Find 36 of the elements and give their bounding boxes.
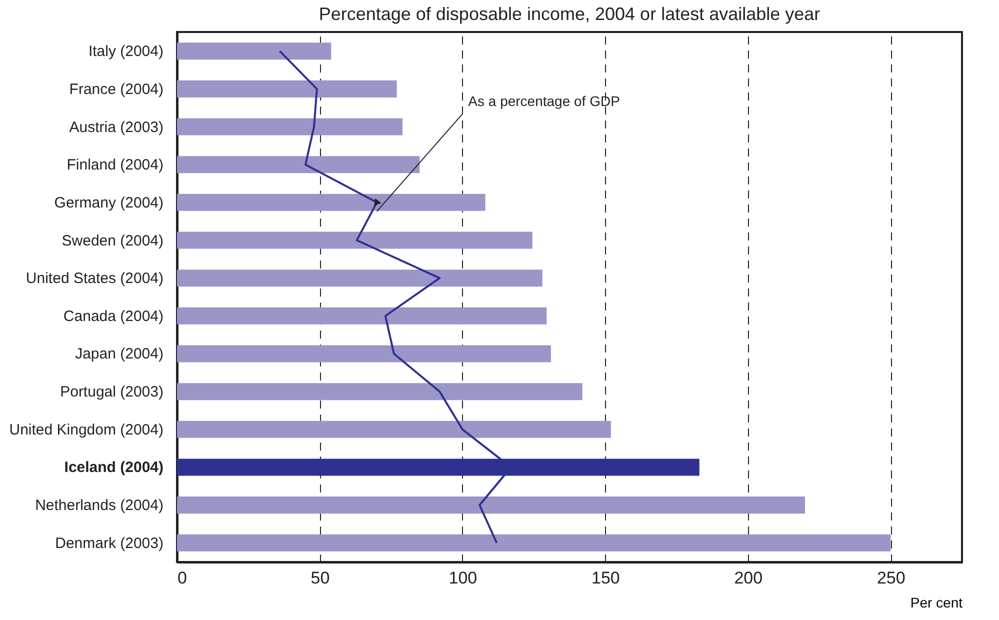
- bar: [177, 345, 551, 362]
- x-tick-label: 50: [310, 568, 330, 588]
- y-tick-label: Italy (2004): [88, 43, 164, 60]
- x-tick-label: 0: [178, 568, 187, 588]
- bar: [177, 232, 532, 249]
- y-tick-label: Germany (2004): [54, 194, 164, 212]
- y-tick-label: Netherlands (2004): [35, 497, 164, 514]
- y-tick-label: Canada (2004): [63, 308, 164, 325]
- bar: [177, 42, 332, 60]
- bar: [177, 270, 542, 287]
- y-tick-label: Portugal (2003): [60, 384, 164, 401]
- y-tick-label: France (2004): [69, 80, 164, 98]
- x-tick-label: 250: [876, 568, 906, 588]
- annotation: As a percentage of GDP: [468, 92, 620, 109]
- y-tick-label: United States (2004): [26, 270, 164, 288]
- bar: [177, 420, 611, 438]
- x-tick-label: 200: [734, 568, 763, 588]
- bar: [177, 534, 891, 552]
- y-tick-label: Sweden (2004): [62, 232, 164, 250]
- y-tick-label: United Kingdom (2004): [9, 421, 164, 438]
- bar: [177, 194, 486, 211]
- bar: [177, 80, 397, 98]
- x-axis-title: Per cent: [910, 594, 963, 610]
- y-tick-label: Denmark (2003): [55, 534, 164, 552]
- bar: [177, 383, 582, 400]
- chart-title: Percentage of disposable income, 2004 or latest available year: [318, 4, 820, 24]
- y-tick-label: Finland (2004): [66, 156, 164, 174]
- x-tick-label: 150: [591, 568, 620, 588]
- y-tick-label: Iceland (2004): [64, 459, 164, 476]
- bar: [177, 496, 805, 514]
- x-tick-label: 100: [448, 568, 478, 588]
- bar: [177, 156, 420, 174]
- y-tick-label: Austria (2003): [69, 118, 164, 136]
- bar: [177, 307, 547, 324]
- bar: [177, 118, 403, 136]
- y-tick-label: Japan (2004): [75, 346, 164, 363]
